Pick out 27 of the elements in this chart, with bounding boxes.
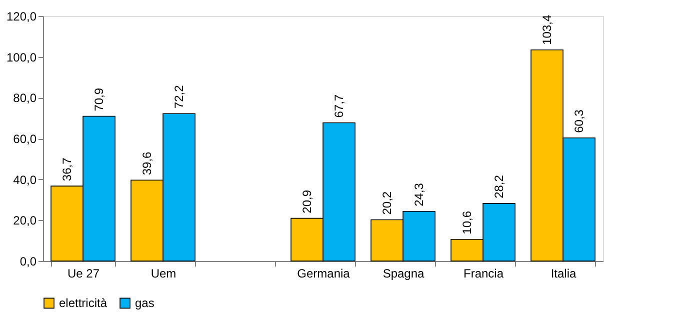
data-label: 70,9	[92, 88, 106, 112]
x-tick-label: Spagna	[382, 266, 425, 280]
data-label: 20,9	[300, 190, 314, 214]
y-tick-label: 20,0	[13, 214, 37, 228]
data-label: 67,7	[332, 94, 346, 118]
x-tick-label: Uem	[150, 266, 176, 280]
legend-label: gas	[135, 296, 154, 310]
data-label: 20,2	[380, 191, 394, 215]
y-tick-label: 120,0	[6, 10, 37, 24]
x-tick-label: Francia	[463, 266, 504, 280]
data-label: 103,4	[540, 14, 554, 45]
data-label: 10,6	[460, 210, 474, 234]
data-label: 60,3	[572, 109, 586, 133]
x-tick-label: Germania	[297, 266, 350, 280]
y-tick-label: 80,0	[13, 91, 37, 106]
data-label: 24,3	[412, 182, 426, 206]
data-label: 72,2	[172, 84, 186, 109]
x-tick-label: Italia	[550, 266, 576, 280]
x-tick-label: Ue 27	[67, 266, 100, 280]
legend-label: elettricità	[59, 296, 108, 310]
y-tick-label: 0,0	[20, 254, 37, 268]
data-label: 28,2	[492, 174, 506, 198]
y-tick-label: 100,0	[6, 50, 37, 64]
y-tick-label: 40,0	[13, 172, 37, 187]
y-tick-label: 60,0	[13, 132, 37, 146]
data-label: 39,6	[140, 151, 154, 176]
data-label: 36,7	[60, 157, 74, 182]
